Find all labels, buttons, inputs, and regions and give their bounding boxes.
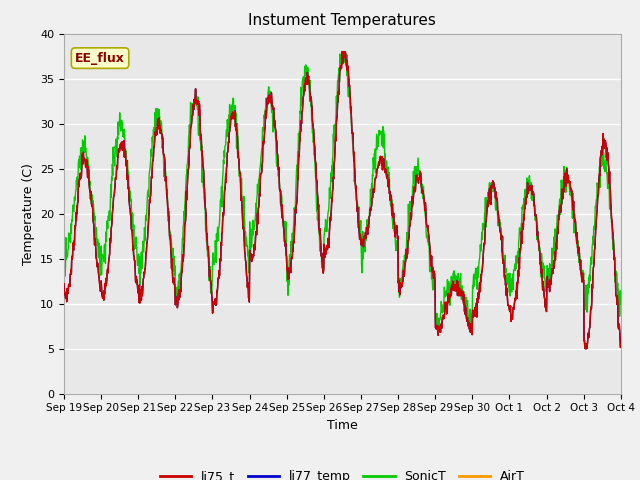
AirT <box>246 250 254 256</box>
AirT <box>184 171 191 177</box>
Line: li75_t: li75_t <box>64 51 621 348</box>
SonicT <box>246 237 254 242</box>
Line: AirT: AirT <box>64 51 621 348</box>
li75_t <box>581 346 589 351</box>
AirT <box>617 344 625 350</box>
AirT <box>502 281 509 287</box>
li77_temp <box>184 171 191 177</box>
SonicT <box>502 276 510 282</box>
Line: li77_temp: li77_temp <box>64 51 621 348</box>
SonicT <box>60 258 68 264</box>
li77_temp <box>551 249 559 255</box>
Title: Instument Temperatures: Instument Temperatures <box>248 13 436 28</box>
li75_t <box>551 249 559 254</box>
AirT <box>551 249 559 255</box>
AirT <box>339 48 346 54</box>
SonicT <box>170 272 178 278</box>
AirT <box>429 271 437 277</box>
X-axis label: Time: Time <box>327 419 358 432</box>
li77_temp <box>502 281 509 287</box>
SonicT <box>184 155 191 160</box>
AirT <box>581 346 589 351</box>
li77_temp <box>617 344 625 350</box>
li75_t <box>184 171 191 177</box>
li77_temp <box>170 282 178 288</box>
li75_t <box>246 250 254 255</box>
AirT <box>60 281 68 287</box>
SonicT <box>435 326 443 332</box>
li75_t <box>60 281 68 287</box>
SonicT <box>552 231 559 237</box>
li75_t <box>429 271 437 276</box>
li75_t <box>170 282 178 288</box>
li75_t <box>502 281 509 287</box>
li77_temp <box>429 271 437 276</box>
SonicT <box>617 301 625 307</box>
li77_temp <box>339 48 346 54</box>
Legend: li75_t, li77_temp, SonicT, AirT: li75_t, li77_temp, SonicT, AirT <box>155 465 530 480</box>
Line: SonicT: SonicT <box>64 51 621 329</box>
li77_temp <box>60 281 68 287</box>
Y-axis label: Temperature (C): Temperature (C) <box>22 163 35 264</box>
li75_t <box>339 48 346 54</box>
li77_temp <box>246 250 254 255</box>
SonicT <box>338 48 346 54</box>
Text: EE_flux: EE_flux <box>75 51 125 65</box>
SonicT <box>429 275 437 280</box>
li75_t <box>617 345 625 350</box>
AirT <box>170 282 178 288</box>
li77_temp <box>581 346 589 351</box>
